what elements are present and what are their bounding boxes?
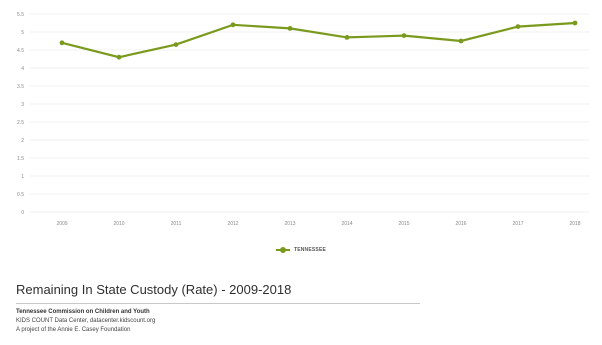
data-point[interactable]	[116, 54, 122, 60]
y-tick-label: 1.5	[17, 156, 24, 162]
y-tick-label: 4.5	[17, 48, 24, 54]
series-points	[59, 20, 578, 60]
data-point[interactable]	[230, 22, 236, 28]
gridlines	[30, 13, 590, 213]
x-tick-label: 2013	[284, 221, 295, 227]
legend-swatch-icon	[275, 246, 290, 254]
x-tick-label: 2016	[455, 221, 466, 227]
data-point[interactable]	[401, 33, 407, 38]
x-tick-label: 2017	[512, 221, 523, 227]
data-point[interactable]	[344, 35, 350, 40]
x-tick-label: 2012	[227, 221, 238, 227]
x-tick-label: 2018	[569, 221, 580, 227]
chart-title: Remaining In State Custody (Rate) - 2009…	[16, 282, 292, 297]
y-tick-label: 3.5	[17, 84, 24, 90]
project-line: A project of the Annie E. Casey Foundati…	[16, 327, 131, 333]
y-tick-label: 4	[21, 66, 24, 72]
legend-label: TENNESSEE	[293, 247, 327, 253]
y-tick-label: 5.5	[17, 12, 24, 18]
y-tick-label: 2	[21, 138, 24, 144]
x-tick-label: 2014	[341, 221, 352, 227]
data-point[interactable]	[287, 26, 293, 31]
data-point[interactable]	[572, 20, 578, 26]
data-point[interactable]	[173, 42, 179, 47]
organization-name: Tennessee Commission on Children and You…	[16, 309, 150, 315]
line-chart: 0 0.5 1 1.5 2 2.5 3 3.5 4 4.5 5 5.5 2009 2010 2011 201…	[17, 12, 590, 227]
y-tick-label: 0.5	[17, 192, 24, 198]
y-tick-label: 1	[21, 174, 24, 180]
data-point[interactable]	[515, 24, 521, 29]
series-line-tennessee	[61, 21, 576, 59]
x-tick-label: 2015	[398, 221, 409, 227]
data-point[interactable]	[458, 38, 464, 44]
y-axis-ticks: 0 0.5 1 1.5 2 2.5 3 3.5 4 4.5 5 5.5	[17, 12, 24, 216]
divider	[16, 303, 420, 304]
x-tick-label: 2010	[113, 221, 124, 227]
chart-footer: Remaining In State Custody (Rate) - 2009…	[16, 282, 436, 335]
y-tick-label: 0	[21, 210, 24, 216]
y-tick-label: 3	[21, 102, 24, 108]
x-axis-ticks: 2009 2010 2011 2012 2013 2014 2015 2016 2017 2018	[56, 221, 580, 227]
chart-legend: TENNESSEE	[0, 246, 602, 254]
x-tick-label: 2009	[56, 221, 67, 227]
data-point[interactable]	[59, 40, 65, 46]
x-tick-label: 2011	[171, 221, 182, 227]
y-tick-label: 5	[21, 30, 24, 36]
source-line: KIDS COUNT Data Center, datacenter.kidsc…	[16, 318, 156, 324]
y-tick-label: 2.5	[17, 120, 24, 126]
